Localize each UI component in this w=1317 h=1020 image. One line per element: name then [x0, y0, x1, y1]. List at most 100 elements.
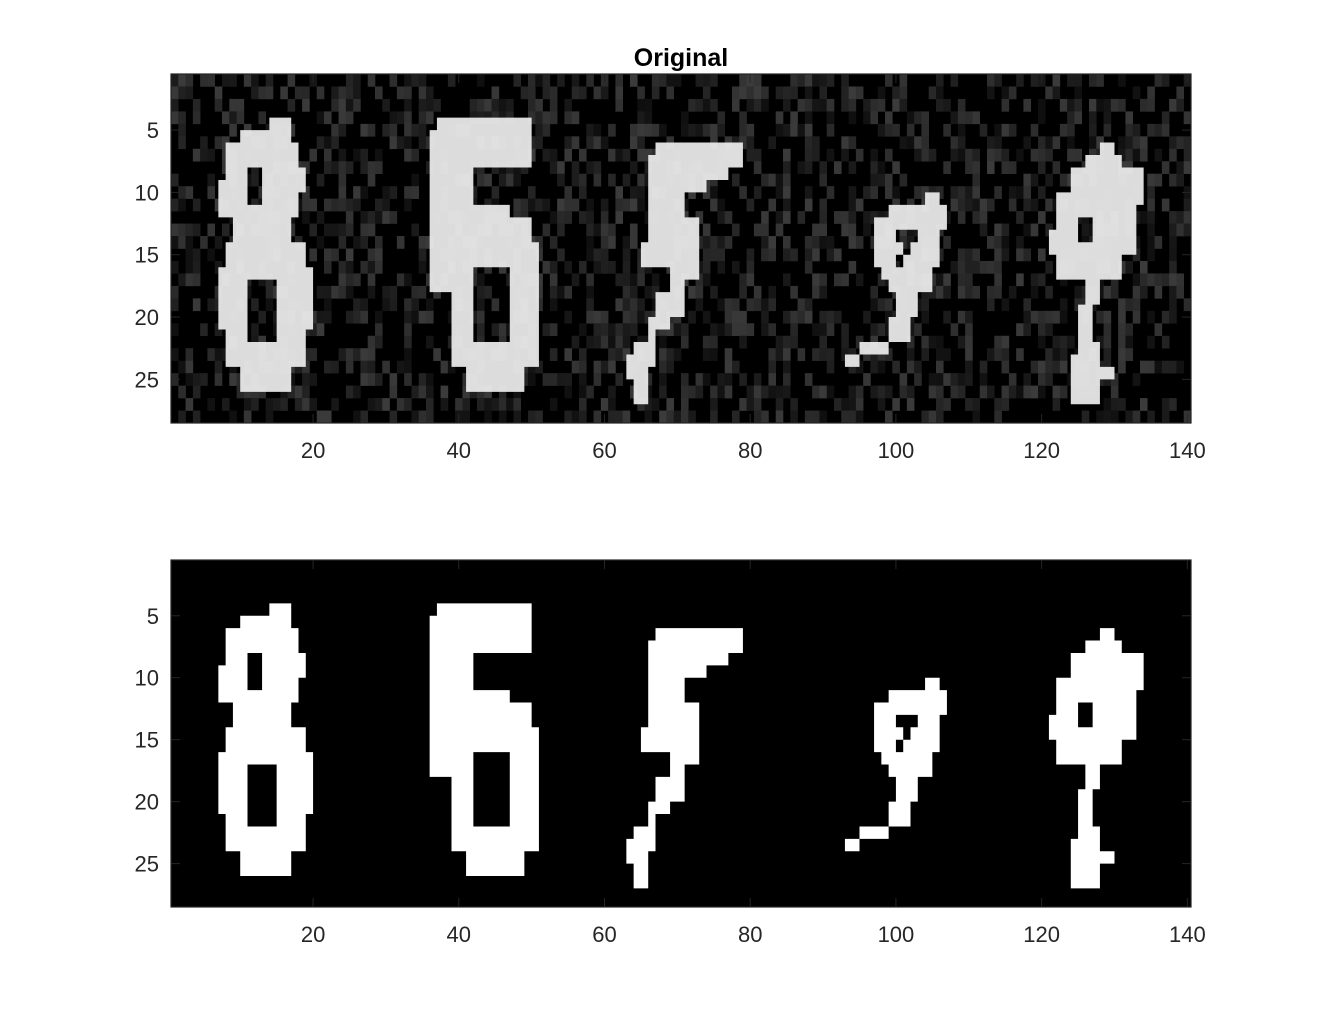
noise-pixel	[491, 398, 500, 411]
noise-pixel	[739, 273, 747, 287]
noise-pixel	[1140, 211, 1148, 224]
noise-pixel	[178, 186, 186, 199]
noise-pixel	[892, 398, 900, 411]
noise-pixel	[688, 310, 696, 324]
noise-pixel	[950, 148, 959, 162]
noise-pixel	[746, 323, 755, 337]
noise-pixel	[178, 111, 186, 125]
noise-pixel	[979, 198, 988, 212]
noise-pixel	[1001, 161, 1010, 175]
noise-pixel	[382, 211, 390, 224]
noise-pixel	[411, 298, 420, 312]
noise-pixel	[1183, 136, 1192, 150]
noise-pixel	[987, 285, 995, 299]
noise-pixel	[994, 260, 1002, 274]
noise-pixel	[389, 285, 398, 299]
noise-pixel	[418, 410, 427, 424]
noise-pixel	[1147, 335, 1155, 349]
noise-pixel	[753, 186, 762, 199]
noise-pixel	[1140, 260, 1148, 274]
noise-pixel	[615, 298, 624, 312]
noise-pixel	[564, 373, 573, 386]
noise-pixel	[1147, 173, 1155, 187]
noise-pixel	[950, 198, 959, 212]
noise-pixel	[819, 211, 828, 224]
noise-pixel	[418, 385, 427, 399]
noise-pixel	[579, 360, 587, 374]
noise-pixel	[229, 111, 237, 125]
noise-pixel	[957, 111, 966, 125]
noise-pixel	[702, 86, 711, 100]
noise-pixel	[1140, 136, 1148, 150]
noise-pixel	[1023, 223, 1032, 237]
noise-pixel	[987, 86, 995, 100]
noise-pixel	[1110, 410, 1119, 424]
noise-pixel	[630, 323, 638, 337]
noise-pixel	[1103, 373, 1112, 386]
noise-pixel	[855, 86, 864, 100]
noise-pixel	[353, 273, 361, 287]
noise-pixel	[928, 385, 937, 399]
noise-pixel	[666, 410, 675, 424]
noise-pixel	[1118, 335, 1126, 349]
noise-pixel	[1008, 123, 1017, 137]
noise-pixel	[950, 385, 959, 399]
noise-pixel	[564, 98, 573, 112]
noise-pixel	[987, 236, 995, 249]
noise-pixel	[1016, 148, 1024, 162]
noise-pixel	[491, 298, 500, 312]
noise-pixel	[564, 111, 573, 125]
noise-pixel	[950, 260, 959, 274]
noise-pixel	[965, 323, 973, 337]
noise-pixel	[265, 74, 274, 87]
noise-pixel	[877, 86, 886, 100]
noise-pixel	[367, 161, 376, 175]
noise-pixel	[753, 285, 762, 299]
noise-pixel	[353, 148, 361, 162]
noise-pixel	[185, 273, 194, 287]
noise-pixel	[542, 74, 551, 87]
noise-pixel	[819, 86, 828, 100]
noise-pixel	[571, 335, 580, 349]
noise-pixel	[761, 98, 769, 112]
noise-pixel	[579, 148, 587, 162]
noise-pixel	[644, 410, 653, 424]
noise-pixel	[1132, 211, 1141, 224]
noise-pixel	[936, 385, 944, 399]
noise-pixel	[491, 98, 500, 112]
noise-pixel	[804, 198, 813, 212]
noise-pixel	[192, 98, 201, 112]
noise-pixel	[1154, 74, 1163, 87]
noise-pixel	[171, 198, 179, 212]
noise-pixel	[826, 348, 835, 361]
noise-pixel	[477, 74, 485, 87]
noise-pixel	[768, 173, 777, 187]
noise-pixel	[702, 223, 711, 237]
noise-pixel	[702, 236, 711, 249]
noise-pixel	[214, 98, 223, 112]
noise-pixel	[1016, 348, 1024, 361]
noise-pixel	[957, 260, 966, 274]
noise-pixel	[542, 198, 551, 212]
noise-pixel	[1103, 98, 1112, 112]
title-original: Original	[634, 44, 728, 72]
x-tick-label: 140	[1169, 922, 1206, 947]
noise-pixel	[768, 360, 777, 374]
noise-pixel	[1161, 360, 1170, 374]
noise-pixel	[1169, 285, 1177, 299]
noise-pixel	[717, 198, 726, 212]
noise-pixel	[819, 98, 828, 112]
noise-pixel	[957, 335, 966, 349]
noise-pixel	[630, 74, 638, 87]
noise-pixel	[338, 86, 347, 100]
noise-pixel	[768, 385, 777, 399]
digit-5-second-original	[626, 142, 743, 405]
noise-pixel	[702, 98, 711, 112]
noise-pixel	[1118, 98, 1126, 112]
noise-pixel	[979, 260, 988, 274]
noise-pixel	[622, 335, 631, 349]
noise-pixel	[761, 223, 769, 237]
noise-pixel	[630, 285, 638, 299]
noise-pixel	[1169, 223, 1177, 237]
noise-pixel	[557, 74, 565, 87]
